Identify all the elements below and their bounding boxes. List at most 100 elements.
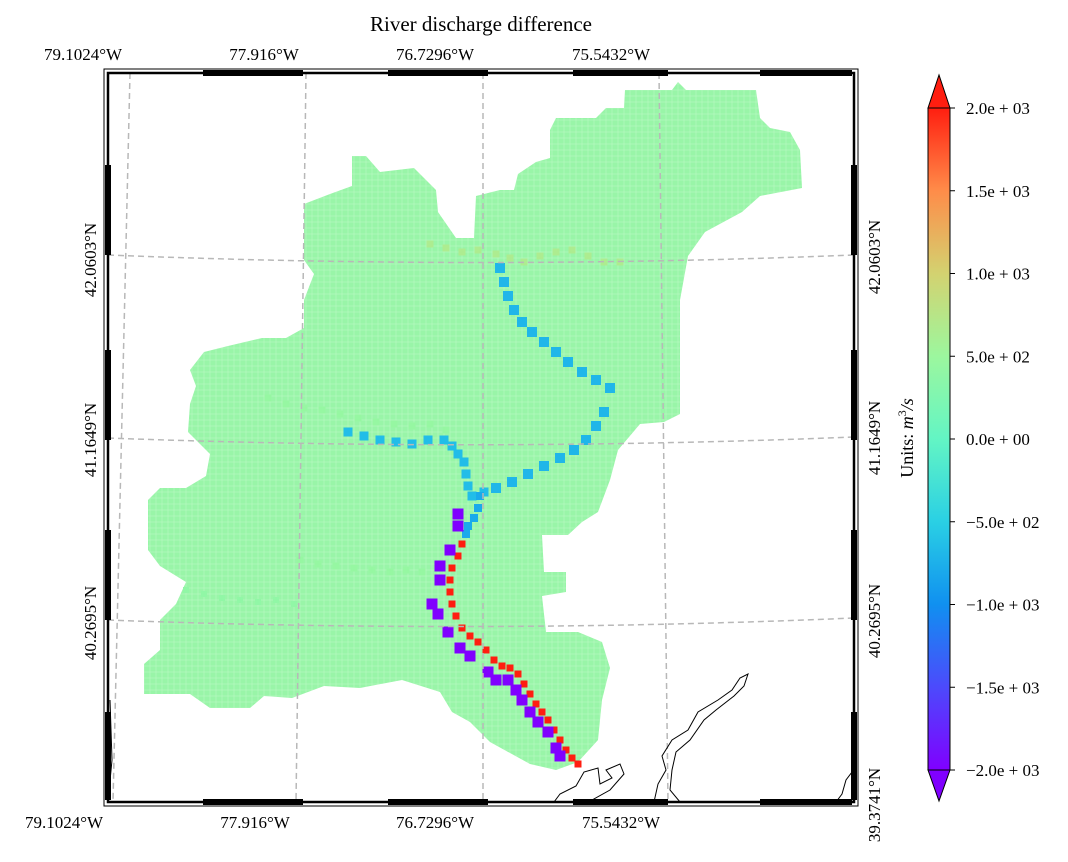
river-cell (454, 642, 466, 654)
river-cell (506, 664, 514, 672)
river-cell (462, 530, 470, 538)
river-cell (499, 277, 509, 287)
river-cell (498, 662, 506, 670)
colorbar-tick-label: 0.0e + 00 (966, 430, 1030, 449)
river-cell (490, 674, 502, 686)
river-cell (201, 591, 207, 597)
river-cell (402, 566, 410, 574)
river-cell (255, 599, 261, 605)
river-cell (550, 742, 562, 754)
river-cell (318, 406, 326, 414)
river-cell (591, 375, 601, 385)
river-cell (458, 624, 466, 632)
river-cell (444, 544, 456, 556)
river-cell (459, 457, 469, 467)
river-cell (507, 477, 517, 487)
right-lat-label: 39.3741°N (865, 768, 884, 842)
river-cell (296, 556, 304, 564)
river-cell (426, 420, 434, 428)
river-cell (517, 317, 527, 327)
river-cell (418, 568, 426, 576)
colorbar-tick-label: −2.0e + 03 (966, 761, 1039, 780)
river-cell (482, 646, 490, 654)
bottom-longitude-labels: 79.1024°W 77.916°W 76.7296°W 75.5432°W (25, 813, 661, 832)
colorbar-extend-min (927, 769, 951, 803)
river-cell (524, 706, 536, 718)
river-cell (464, 650, 476, 662)
river-cell (336, 410, 344, 418)
colorbar-extend-max (927, 73, 951, 109)
river-cell (448, 564, 456, 572)
river-cell (300, 404, 308, 412)
river-cell (542, 726, 554, 738)
river-cell (605, 383, 615, 393)
river-cell (372, 418, 380, 426)
parallel-40.2695 (108, 617, 854, 628)
river-cell (556, 736, 564, 744)
river-cell (391, 437, 401, 447)
colorbar-tick-label: −1.5e + 03 (966, 678, 1039, 697)
river-cell (452, 520, 464, 532)
river-cell (434, 574, 446, 586)
river-cell (539, 461, 549, 471)
top-longitude-labels: 79.1024°W 77.916°W 76.7296°W 75.5432°W (44, 45, 651, 64)
colorbar-ticks: −2.0e + 03 −1.5e + 03 −1.0e + 03 −5.0e + 02… (950, 99, 1039, 780)
river-cell (273, 597, 279, 603)
river-cell (458, 540, 466, 548)
river-cell (577, 367, 587, 377)
parallel-42.0603 (108, 254, 854, 264)
river-cell (544, 716, 552, 724)
colorbar: −2.0e + 03 −1.5e + 03 −1.0e + 03 −5.0e + 02… (895, 73, 1039, 803)
river-cell (390, 420, 398, 428)
river-cell (554, 750, 566, 762)
top-lon-label: 77.916°W (229, 45, 300, 64)
river-cell (532, 716, 544, 728)
river-cell (375, 435, 385, 445)
right-lat-label: 40.2695°N (865, 584, 884, 658)
river-cell (446, 588, 454, 596)
river-cell (426, 598, 438, 610)
parallel-41.1649 (108, 436, 854, 446)
river-cell (434, 560, 446, 572)
basin-cell-grid (144, 82, 802, 770)
top-lon-label: 76.7296°W (396, 45, 475, 64)
river-cell (474, 638, 482, 646)
bottom-lon-label: 79.1024°W (25, 813, 104, 832)
river-cell (509, 305, 519, 315)
river-cell (520, 258, 528, 266)
river-cell (453, 449, 463, 459)
colorbar-tick-label: 1.5e + 03 (966, 182, 1030, 201)
river-cell (343, 427, 353, 437)
river-cell (432, 608, 444, 620)
river-cell (470, 514, 478, 522)
river-cell (474, 504, 482, 512)
river-cell (539, 337, 549, 347)
river-cell (532, 700, 540, 708)
colorbar-tick-label: −5.0e + 02 (966, 513, 1039, 532)
river-cell (452, 612, 460, 620)
river-cell (452, 508, 464, 520)
right-lat-label: 41.1649°N (865, 401, 884, 475)
map-gridlines (108, 73, 854, 802)
river-cell (526, 690, 534, 698)
river-cell (408, 422, 416, 430)
river-cell (551, 347, 561, 357)
river-cell (510, 684, 522, 696)
colorbar-tick-label: 5.0e + 02 (966, 347, 1030, 366)
map-area (108, 73, 854, 802)
left-latitude-labels: 42.0603°N 41.1649°N 40.2695°N (81, 223, 100, 660)
river-cell (291, 601, 297, 607)
bottom-lon-label: 76.7296°W (396, 813, 475, 832)
river-cell (506, 254, 514, 262)
top-lon-label: 79.1024°W (44, 45, 123, 64)
river-cell (442, 626, 454, 638)
river-cell (503, 291, 513, 301)
river-cell (574, 760, 582, 768)
river-cell (282, 400, 290, 408)
river-cell (447, 441, 457, 451)
bottom-lon-label: 77.916°W (220, 813, 291, 832)
meridian-77.916 (295, 73, 307, 802)
colorbar-tick-label: −1.0e + 03 (966, 596, 1039, 615)
river-cell (474, 246, 482, 254)
